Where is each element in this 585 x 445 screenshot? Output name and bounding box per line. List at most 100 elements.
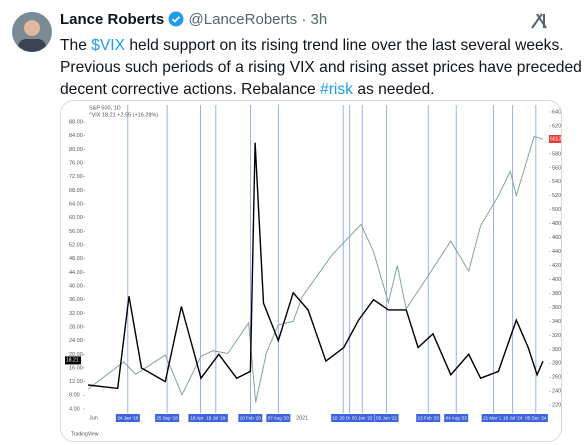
text: The (60, 37, 92, 54)
cashtag[interactable]: $VIX (91, 37, 126, 54)
y-tick-label: 8.00 (69, 393, 80, 399)
marker-box (337, 414, 362, 422)
y2-tick-label: 6400.00 (552, 109, 561, 115)
marker-box (188, 414, 213, 422)
timestamp[interactable]: 3h (310, 11, 328, 28)
marker-box (523, 414, 548, 422)
y-tick-label: 72.00 (69, 174, 83, 180)
series-line (87, 135, 544, 403)
avatar[interactable] (12, 12, 52, 52)
y-tick-label: 12.00 (69, 379, 83, 385)
legend-text: ^VIX 18.21 +2.55 (+16.28%) (89, 112, 158, 118)
y2-tick-label: 4000.00 (552, 277, 561, 283)
marker-box (481, 414, 506, 422)
marker-box (374, 414, 399, 422)
y-tick-label: 20.00 (69, 352, 83, 358)
y2-tick-label: 4200.00 (552, 263, 561, 269)
y2-tick-label: 3600.00 (552, 305, 561, 311)
handle[interactable]: @LanceRoberts (188, 11, 298, 28)
text: Previous such periods of a rising VIX an… (60, 59, 582, 76)
y2-tick-label: 2600.00 (552, 375, 561, 381)
marker-box (266, 414, 291, 422)
last-value-label: 6013.13 (550, 136, 561, 142)
marker-label: 04 Aug '23 (446, 416, 468, 421)
y-tick-label: 64.00 (69, 201, 83, 207)
text: held support on its rising trend line ov… (125, 37, 564, 54)
marker-label: 25 Sep '18 (156, 416, 178, 421)
y-tick-label: 52.00 (69, 242, 83, 248)
marker-box (350, 414, 375, 422)
y2-tick-label: 2800.00 (552, 361, 561, 367)
chart: S&P 500, 1D ^VIX 18.21 +2.55 (+16.28%) T… (61, 101, 561, 441)
x-year-label: 2021 (296, 415, 308, 421)
marker-label: 05 Dec '24 (525, 416, 547, 421)
y2-tick-label: 3000.00 (552, 347, 561, 353)
marker-label: 19 Jul '19 (206, 416, 226, 421)
grok-icon[interactable] (528, 10, 550, 32)
marker-label: 03 Jan '22 (352, 416, 373, 421)
y-tick-label: 36.00 (69, 297, 83, 303)
footer: TradingView (71, 431, 99, 437)
verified-badge (168, 11, 184, 27)
y2-tick-label: 3200.00 (552, 333, 561, 339)
y-tick-label: 24.00 (69, 338, 83, 344)
marker-box (238, 414, 263, 422)
y-tick-label: 16.00 (69, 365, 83, 371)
y-tick-label: 88.00 (69, 120, 83, 126)
y2-tick-label: 4600.00 (552, 235, 561, 241)
text: decent corrective actions. Rebalance (60, 81, 321, 98)
y-tick-label: 80.00 (69, 147, 83, 153)
marker-box (155, 414, 180, 422)
marker-box (500, 414, 525, 422)
last-value-badge (549, 134, 561, 143)
y2-tick-label: 3400.00 (552, 319, 561, 325)
text: as needed. (352, 81, 435, 98)
last-value-badge (65, 356, 81, 365)
marker-box (115, 414, 140, 422)
y-tick-label: 48.00 (69, 256, 83, 262)
y-tick-label: 40.00 (69, 283, 83, 289)
y-tick-label: 76.00 (69, 161, 83, 167)
marker-label: 13 Feb '23 (418, 416, 440, 421)
y2-tick-label: 5600.00 (552, 165, 561, 171)
y2-tick-label: 6200.00 (552, 123, 561, 129)
y-tick-label: 44.00 (69, 270, 83, 276)
y2-tick-label: 4400.00 (552, 249, 561, 255)
hashtag[interactable]: #risk (320, 81, 353, 98)
series-line (87, 142, 544, 390)
marker-box (203, 414, 228, 422)
marker-label: 18 Apr '19 (190, 416, 211, 421)
marker-label: 07 Aug '20 (268, 416, 290, 421)
marker-label: 20 Oct '21 (340, 416, 361, 421)
marker-box (416, 414, 441, 422)
y2-tick-label: 3800.00 (552, 291, 561, 297)
y-tick-label: 4.00 (69, 406, 80, 412)
y2-tick-label: 2400.00 (552, 389, 561, 395)
y2-tick-label: 5400.00 (552, 179, 561, 185)
y-tick-label: 32.00 (69, 311, 83, 317)
marker-label: 21 Mar '24 (483, 416, 505, 421)
marker-label: 24 Jan '18 (118, 416, 139, 421)
marker-box (444, 414, 469, 422)
y-tick-label: 68.00 (69, 188, 83, 194)
tweet-header: Lance Roberts @LanceRoberts · 3h (60, 11, 328, 28)
author-name[interactable]: Lance Roberts (60, 11, 165, 28)
tweet-text: The $VIX held support on its rising tren… (60, 35, 582, 101)
marker-label: 02 Jun '22 (376, 416, 397, 421)
marker-label: 18 Feb '20 (240, 416, 262, 421)
marker-label: 18 Jul '24 (503, 416, 523, 421)
y2-tick-label: 2200.00 (552, 403, 561, 409)
y-tick-label: 28.00 (69, 324, 83, 330)
y-tick-label: 56.00 (69, 229, 83, 235)
last-value-label: 18.21 (66, 358, 79, 364)
y-tick-label: 84.00 (69, 133, 83, 139)
y2-tick-label: 5200.00 (552, 193, 561, 199)
chart-image[interactable]: S&P 500, 1D ^VIX 18.21 +2.55 (+16.28%) T… (60, 100, 562, 442)
y2-tick-label: 5000.00 (552, 207, 561, 213)
y2-tick-label: 4800.00 (552, 221, 561, 227)
chart-subtitle: S&P 500, 1D (89, 105, 121, 111)
y2-tick-label: 5800.00 (552, 151, 561, 157)
y-tick-label: 60.00 (69, 215, 83, 221)
x-start-label: Jun (89, 415, 98, 421)
